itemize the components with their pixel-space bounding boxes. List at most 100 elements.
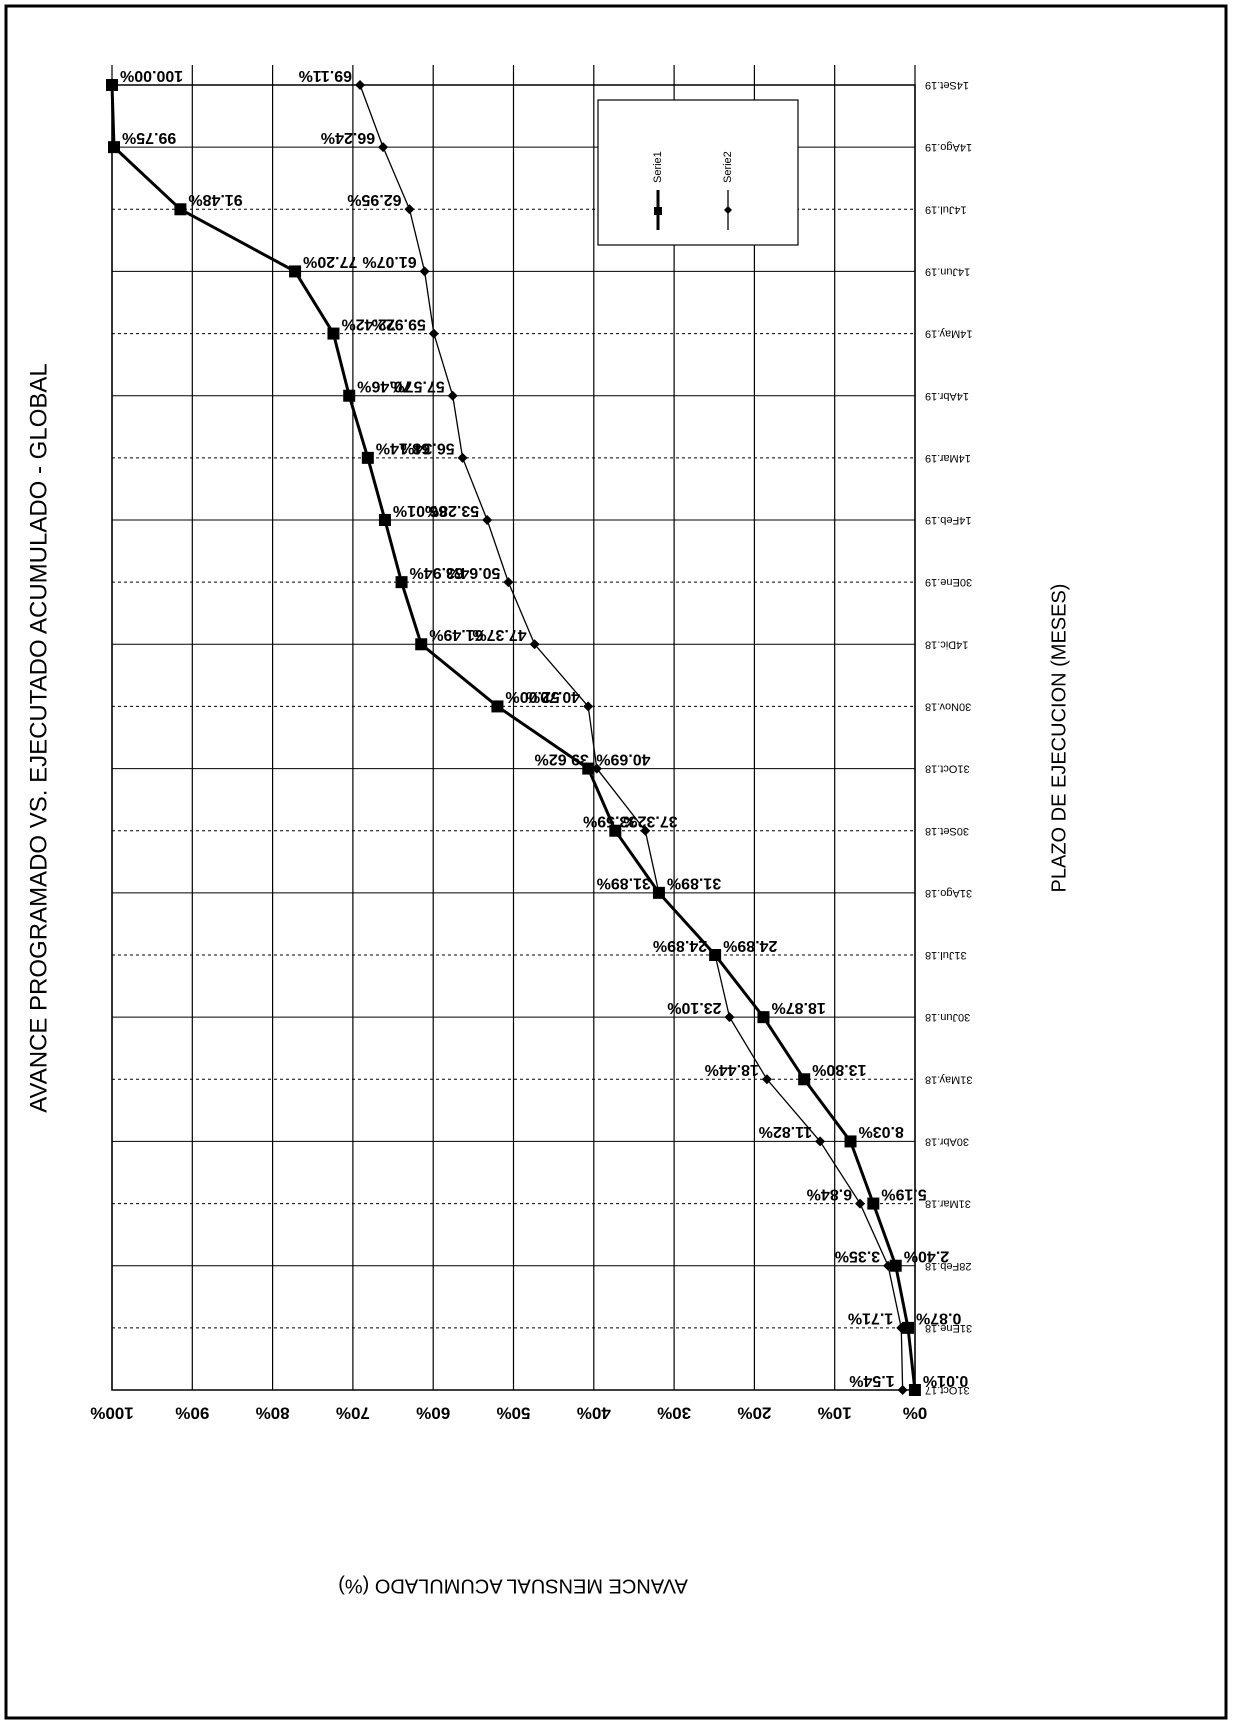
point	[889, 1259, 902, 1272]
data-label: 23.10%	[667, 999, 721, 1016]
data-label: 39.62%	[535, 750, 589, 767]
data-label: 8.03%	[859, 1123, 904, 1140]
data-label: 6.84%	[807, 1185, 852, 1202]
legend-label: Serie2	[722, 151, 734, 183]
data-label: 1.71%	[848, 1310, 893, 1327]
point	[653, 887, 664, 898]
point	[897, 1385, 908, 1395]
point	[591, 763, 602, 774]
data-label: 69.11%	[299, 67, 352, 84]
data-label: 31.89%	[597, 875, 651, 892]
point	[582, 762, 595, 775]
point	[757, 1011, 770, 1024]
y-tick-label: 50%	[496, 1404, 530, 1423]
data-label: 61.49%	[429, 626, 483, 643]
x-tick-label: 14Feb.19	[925, 514, 971, 526]
point	[503, 577, 514, 588]
y-tick-label: 40%	[577, 1404, 611, 1423]
data-label: 0.01%	[923, 1372, 968, 1389]
data-label: 33.59%	[583, 812, 637, 829]
data-label: 31.89%	[667, 875, 721, 892]
point	[327, 327, 340, 340]
y-tick-label: 10%	[818, 1404, 852, 1423]
chart-title: AVANCE PROGRAMADO VS. EJECUTADO ACUMULAD…	[25, 363, 52, 1112]
point	[378, 514, 391, 526]
data-label: 70.46%	[357, 377, 411, 394]
y-tick-label: 30%	[657, 1404, 691, 1423]
frame	[4, 4, 1228, 1720]
data-label: 52.00%	[505, 688, 559, 705]
data-label: 61.07%	[362, 253, 416, 270]
data-label: 5.19%	[881, 1185, 926, 1202]
point	[447, 390, 458, 401]
x-tick-label: 30Abr.18	[925, 1136, 969, 1148]
plot-border	[111, 84, 916, 1391]
point	[378, 142, 389, 153]
point	[529, 639, 540, 650]
x-tick-label: 31Jul.18	[925, 949, 967, 961]
legend-box	[597, 99, 799, 246]
data-label: 18.87%	[771, 999, 825, 1016]
x-tick-label: 14Ago.19	[925, 141, 972, 153]
data-label: 63.94%	[410, 564, 464, 581]
data-label: 72.42%	[341, 315, 395, 332]
data-label: 53.28%	[425, 502, 479, 519]
data-label: 40.70%	[526, 688, 580, 705]
x-axis-title: PLAZO DE EJECUCION (MESES)	[1048, 584, 1070, 893]
data-label: 59.92%	[372, 315, 426, 332]
data-label: 0.87%	[916, 1310, 961, 1327]
point	[415, 638, 428, 651]
point	[815, 1136, 826, 1147]
data-label: 62.95%	[347, 191, 401, 208]
point	[343, 389, 356, 402]
data-label: 100.00%	[120, 67, 183, 84]
point	[583, 701, 594, 712]
x-tick-label: 31Mar.18	[925, 1198, 971, 1210]
y-axis-title: AVANCE MENSUAL ACUMULADO (%)	[338, 1575, 688, 1597]
data-label: 18.44%	[705, 1061, 759, 1078]
legend-marker	[654, 207, 662, 215]
point	[355, 80, 366, 90]
point	[908, 1384, 921, 1396]
data-label: 56.34%	[400, 440, 454, 457]
x-tick-label: 30Set.18	[925, 825, 969, 837]
data-label: 66.24%	[321, 129, 375, 146]
data-label: 37.32%	[623, 812, 677, 829]
series-line	[110, 84, 917, 1391]
y-tick-label: 0%	[903, 1404, 928, 1423]
data-label: 1.54%	[849, 1372, 894, 1389]
data-label: 2.40%	[904, 1247, 949, 1264]
data-label: 50.64%	[446, 564, 500, 581]
point	[404, 204, 415, 215]
y-tick-label: 100%	[90, 1404, 133, 1423]
data-label: 77.20%	[303, 253, 357, 270]
point	[419, 266, 430, 277]
x-tick-label: 30Ene.19	[925, 576, 972, 588]
x-tick-label: 14Jun.19	[925, 266, 970, 278]
x-tick-label: 30Nov.18	[925, 701, 971, 713]
data-label: 11.82%	[759, 1123, 812, 1140]
x-tick-label: 28Feb.18	[925, 1260, 971, 1272]
x-tick-label: 14Mar.19	[925, 452, 971, 464]
point	[798, 1073, 811, 1086]
data-label: 24.89%	[653, 937, 707, 954]
point	[710, 950, 721, 960]
y-tick-label: 60%	[416, 1404, 450, 1423]
point	[609, 824, 622, 837]
data-label: 66.01%	[393, 502, 447, 519]
x-tick-label: 30Jun.18	[925, 1011, 970, 1023]
data-label: 13.80%	[812, 1061, 866, 1078]
series-line	[359, 84, 904, 1391]
point	[640, 825, 651, 836]
x-tick-label: 14Dic.18	[925, 638, 968, 650]
y-tick-label: 20%	[737, 1404, 771, 1423]
x-tick-label: 14May.19	[925, 328, 973, 340]
x-tick-label: 31Oct.18	[925, 763, 970, 775]
point	[902, 1321, 915, 1334]
data-label: 40.69%	[596, 750, 650, 767]
point	[724, 1012, 735, 1023]
point	[491, 700, 504, 713]
x-tick-label: 31May.18	[925, 1073, 973, 1085]
x-tick-label: 14Abr.19	[925, 390, 969, 402]
